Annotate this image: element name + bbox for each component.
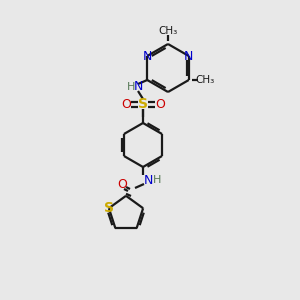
Text: H: H [153,175,161,185]
Text: N: N [142,50,152,62]
Text: S: S [138,97,148,111]
Text: N: N [184,50,194,62]
Text: N: N [143,173,153,187]
Text: CH₃: CH₃ [158,26,178,36]
Text: O: O [155,98,165,110]
Text: O: O [121,98,131,110]
Text: H: H [127,82,135,92]
Text: CH₃: CH₃ [195,75,214,85]
Text: N: N [133,80,143,94]
Text: S: S [104,201,114,215]
Text: O: O [117,178,127,191]
